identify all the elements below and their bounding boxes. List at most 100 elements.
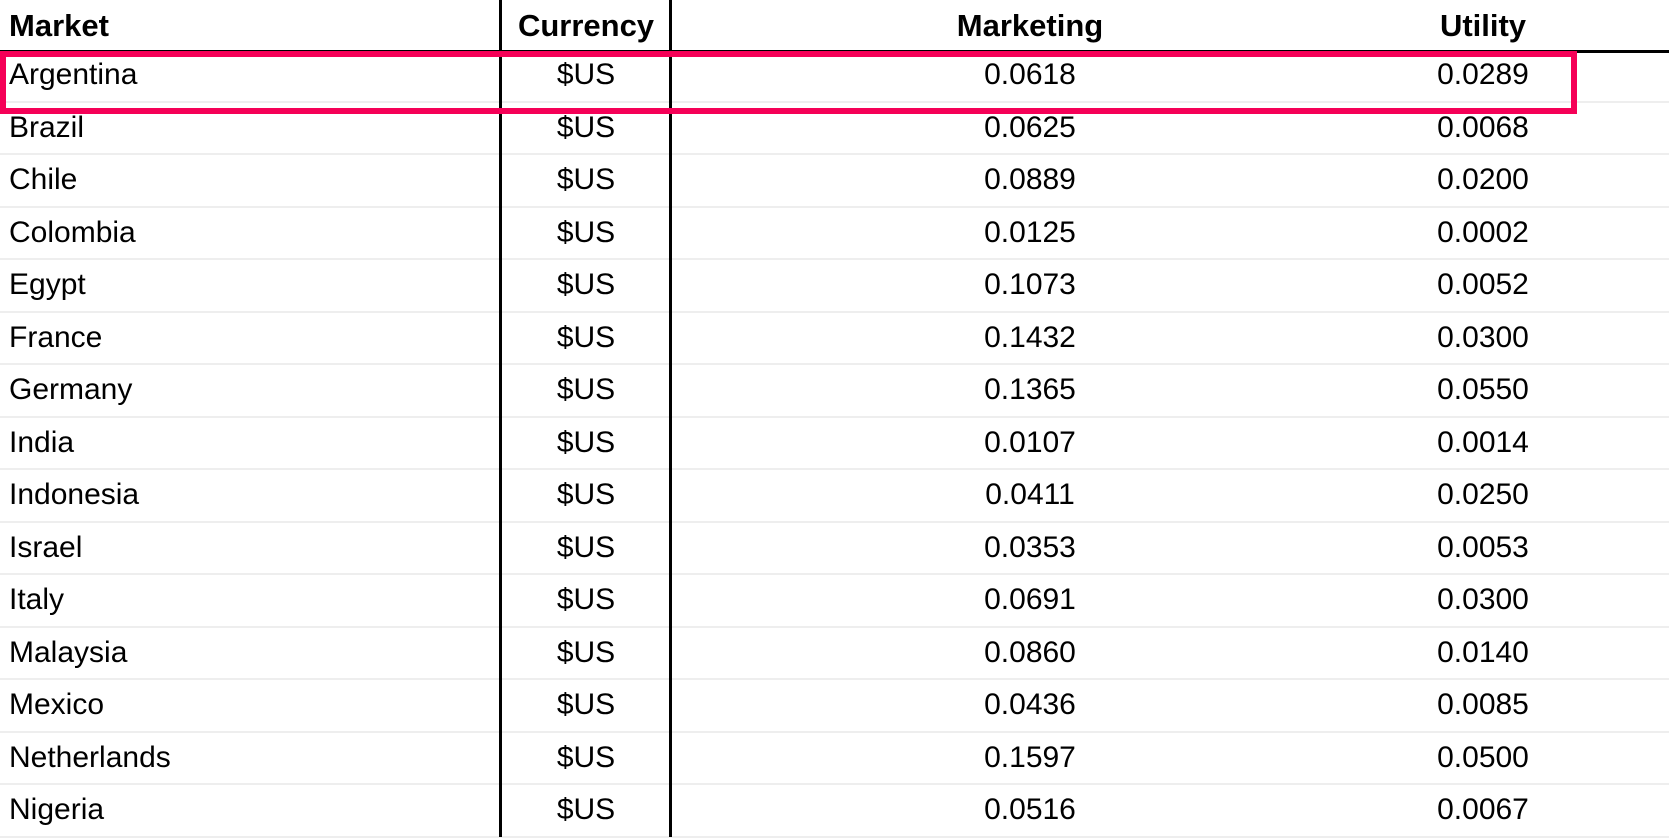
header-row: Market Currency Marketing Utility bbox=[0, 0, 1669, 50]
currency-cell[interactable]: $US bbox=[556, 583, 616, 617]
header-cell-empty bbox=[1576, 0, 1669, 50]
currency-cell[interactable]: $US bbox=[556, 530, 616, 564]
marketing-cell[interactable]: 0.1597 bbox=[984, 740, 1076, 774]
utility-cell[interactable]: 0.0014 bbox=[1437, 425, 1529, 459]
empty-cell bbox=[1576, 313, 1669, 364]
currency-cell[interactable]: $US bbox=[556, 425, 616, 459]
utility-cell[interactable]: 0.0140 bbox=[1437, 635, 1529, 669]
empty-cell bbox=[1576, 680, 1669, 731]
market-cell[interactable]: Indonesia bbox=[9, 478, 140, 512]
market-cell[interactable]: Malaysia bbox=[9, 635, 128, 669]
market-cell[interactable]: Israel bbox=[9, 530, 83, 564]
utility-cell[interactable]: 0.0067 bbox=[1437, 793, 1529, 827]
empty-cell bbox=[1576, 418, 1669, 469]
header-cell-currency[interactable]: Currency bbox=[517, 7, 655, 43]
table-row: Italy $US 0.0691 0.0300 bbox=[0, 575, 1669, 628]
currency-cell[interactable]: $US bbox=[556, 478, 616, 512]
table-row: Netherlands $US 0.1597 0.0500 bbox=[0, 733, 1669, 785]
table-row: Brazil $US 0.0625 0.0068 bbox=[0, 103, 1669, 155]
utility-cell[interactable]: 0.0053 bbox=[1437, 530, 1529, 564]
table-row: Indonesia $US 0.0411 0.0250 bbox=[0, 470, 1669, 523]
currency-cell[interactable]: $US bbox=[556, 688, 616, 722]
market-cell[interactable]: Brazil bbox=[9, 110, 85, 144]
marketing-cell[interactable]: 0.1432 bbox=[984, 320, 1076, 354]
table-row: Malaysia $US 0.0860 0.0140 bbox=[0, 628, 1669, 680]
marketing-cell[interactable]: 0.0691 bbox=[984, 583, 1076, 617]
utility-cell[interactable]: 0.0200 bbox=[1437, 163, 1529, 197]
marketing-cell[interactable]: 0.0889 bbox=[984, 163, 1076, 197]
currency-column-left-border bbox=[499, 0, 502, 837]
marketing-cell[interactable]: 0.0125 bbox=[984, 215, 1076, 249]
utility-cell[interactable]: 0.0052 bbox=[1437, 268, 1529, 302]
utility-cell[interactable]: 0.0250 bbox=[1437, 478, 1529, 512]
header-cell-utility[interactable]: Utility bbox=[1439, 7, 1527, 43]
market-cell[interactable]: Germany bbox=[9, 373, 133, 407]
currency-cell[interactable]: $US bbox=[556, 740, 616, 774]
table-row: France $US 0.1432 0.0300 bbox=[0, 313, 1669, 365]
utility-cell[interactable]: 0.0300 bbox=[1437, 583, 1529, 617]
marketing-cell[interactable]: 0.0860 bbox=[984, 635, 1076, 669]
empty-cell bbox=[1576, 523, 1669, 574]
currency-cell[interactable]: $US bbox=[556, 58, 616, 92]
table-row: Colombia $US 0.0125 0.0002 bbox=[0, 208, 1669, 260]
market-cell[interactable]: Chile bbox=[9, 163, 78, 197]
marketing-cell[interactable]: 0.0353 bbox=[984, 530, 1076, 564]
market-cell[interactable]: Colombia bbox=[9, 215, 136, 249]
market-cell[interactable]: Mexico bbox=[9, 688, 105, 722]
currency-cell[interactable]: $US bbox=[556, 320, 616, 354]
market-cell[interactable]: Egypt bbox=[9, 268, 86, 302]
market-cell[interactable]: India bbox=[9, 425, 75, 459]
marketing-cell[interactable]: 0.0618 bbox=[984, 58, 1076, 92]
currency-cell[interactable]: $US bbox=[556, 268, 616, 302]
market-cell[interactable]: Nigeria bbox=[9, 793, 105, 827]
market-cell[interactable]: Italy bbox=[9, 583, 65, 617]
table-row: Egypt $US 0.1073 0.0052 bbox=[0, 260, 1669, 313]
marketing-cell[interactable]: 0.0411 bbox=[985, 478, 1075, 512]
market-cell[interactable]: Netherlands bbox=[9, 740, 171, 774]
empty-cell bbox=[1576, 733, 1669, 784]
empty-cell bbox=[1576, 103, 1669, 154]
utility-cell[interactable]: 0.0289 bbox=[1437, 58, 1529, 92]
table-row: Israel $US 0.0353 0.0053 bbox=[0, 523, 1669, 575]
empty-cell bbox=[1576, 365, 1669, 416]
marketing-cell[interactable]: 0.0436 bbox=[984, 688, 1076, 722]
marketing-cell[interactable]: 0.0625 bbox=[984, 110, 1076, 144]
currency-cell[interactable]: $US bbox=[556, 793, 616, 827]
empty-cell bbox=[1576, 785, 1669, 836]
utility-cell[interactable]: 0.0002 bbox=[1437, 215, 1529, 249]
table-row: Germany $US 0.1365 0.0550 bbox=[0, 365, 1669, 418]
market-cell[interactable]: France bbox=[9, 320, 103, 354]
empty-cell bbox=[1576, 470, 1669, 521]
empty-cell bbox=[1576, 50, 1669, 101]
currency-cell[interactable]: $US bbox=[556, 635, 616, 669]
header-cell-marketing[interactable]: Marketing bbox=[956, 7, 1104, 43]
table-row: Chile $US 0.0889 0.0200 bbox=[0, 155, 1669, 208]
currency-cell[interactable]: $US bbox=[556, 110, 616, 144]
utility-cell[interactable]: 0.0550 bbox=[1437, 373, 1529, 407]
currency-cell[interactable]: $US bbox=[556, 215, 616, 249]
currency-cell[interactable]: $US bbox=[556, 163, 616, 197]
utility-cell[interactable]: 0.0085 bbox=[1437, 688, 1529, 722]
empty-cell bbox=[1576, 155, 1669, 206]
market-cell[interactable]: Argentina bbox=[9, 58, 138, 92]
marketing-cell[interactable]: 0.1073 bbox=[984, 268, 1076, 302]
table-body: Argentina $US 0.0618 0.0289 Brazil $US 0… bbox=[0, 50, 1669, 838]
empty-cell bbox=[1576, 260, 1669, 311]
empty-cell bbox=[1576, 628, 1669, 679]
table-row: India $US 0.0107 0.0014 bbox=[0, 418, 1669, 470]
currency-column-right-border bbox=[669, 0, 672, 837]
utility-cell[interactable]: 0.0500 bbox=[1437, 740, 1529, 774]
marketing-cell[interactable]: 0.0107 bbox=[984, 425, 1076, 459]
table-row: Argentina $US 0.0618 0.0289 bbox=[0, 50, 1669, 103]
marketing-cell[interactable]: 0.0516 bbox=[984, 793, 1076, 827]
marketing-cell[interactable]: 0.1365 bbox=[984, 373, 1076, 407]
table-row: Nigeria $US 0.0516 0.0067 bbox=[0, 785, 1669, 838]
header-bottom-border bbox=[0, 50, 1669, 53]
utility-cell[interactable]: 0.0068 bbox=[1437, 110, 1529, 144]
header-cell-market[interactable]: Market bbox=[9, 7, 109, 43]
table-row: Mexico $US 0.0436 0.0085 bbox=[0, 680, 1669, 733]
utility-cell[interactable]: 0.0300 bbox=[1437, 320, 1529, 354]
empty-cell bbox=[1576, 575, 1669, 626]
currency-cell[interactable]: $US bbox=[556, 373, 616, 407]
